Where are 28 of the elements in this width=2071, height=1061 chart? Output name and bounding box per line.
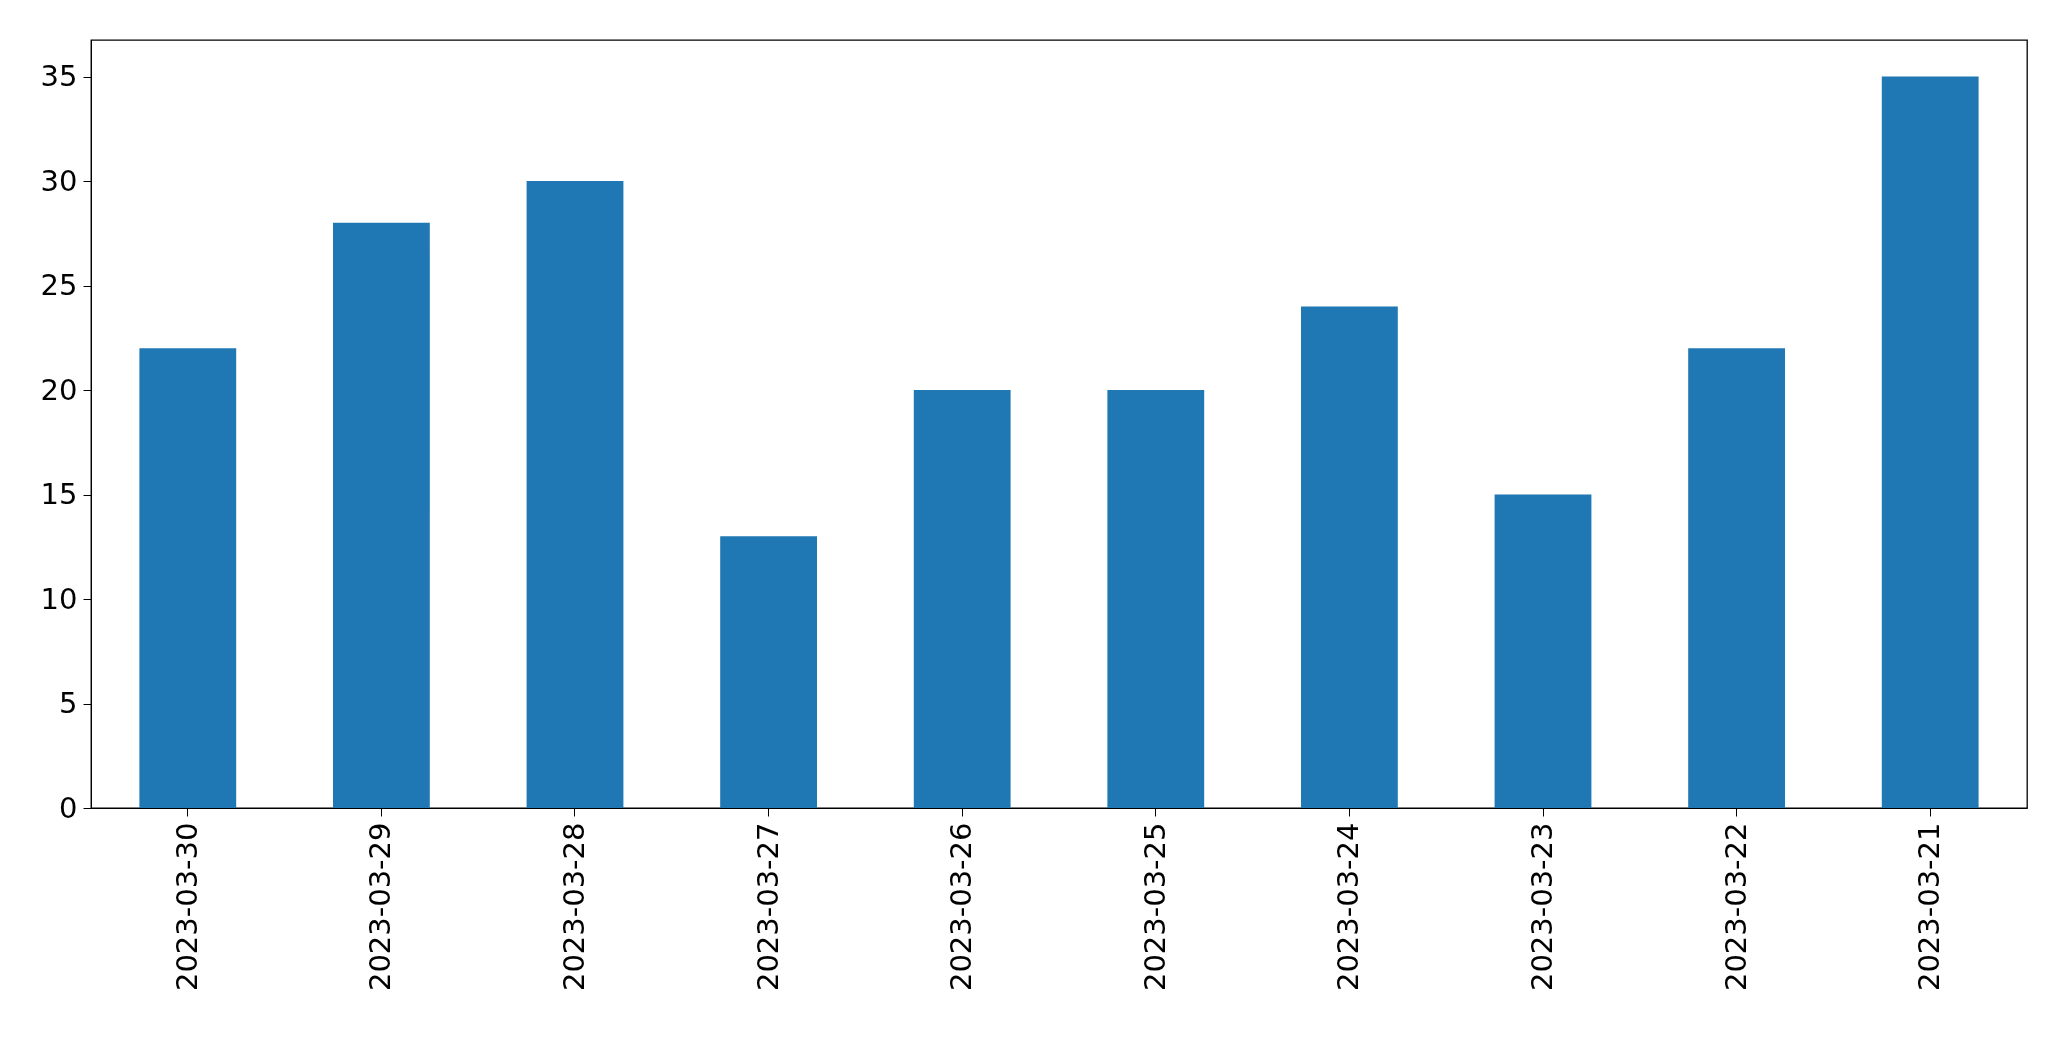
- x-tick-label: 2023-03-27: [750, 822, 785, 992]
- x-tick-label: 2023-03-23: [1525, 822, 1559, 992]
- bar: [913, 390, 1011, 808]
- bar: [720, 536, 817, 808]
- bar: [1881, 76, 1979, 808]
- y-tick-label: 0: [59, 790, 78, 825]
- bar: [1107, 390, 1205, 808]
- y-tick-label: 15: [40, 477, 78, 512]
- bar: [1494, 494, 1592, 808]
- bar: [526, 181, 624, 808]
- x-tick-label: 2023-03-24: [1331, 822, 1366, 992]
- x-tick-label: 2023-03-30: [169, 822, 204, 992]
- y-tick-label: 35: [40, 59, 78, 94]
- y-tick-label: 10: [40, 581, 78, 616]
- x-tick-label: 2023-03-21: [1912, 822, 1947, 992]
- y-tick-label: 25: [40, 268, 78, 303]
- bar: [1301, 306, 1398, 808]
- y-tick-label: 5: [59, 686, 78, 721]
- x-tick-label: 2023-03-22: [1718, 822, 1753, 992]
- bar: [333, 222, 430, 808]
- x-tick-label: 2023-03-29: [363, 822, 398, 992]
- y-tick-label: 30: [40, 163, 78, 198]
- x-tick-label: 2023-03-28: [557, 822, 591, 992]
- bar: [1688, 348, 1785, 808]
- x-tick-label: 2023-03-26: [944, 822, 979, 992]
- y-tick-label: 20: [40, 372, 78, 407]
- bar: [139, 348, 237, 808]
- x-tick-label: 2023-03-25: [1137, 822, 1172, 992]
